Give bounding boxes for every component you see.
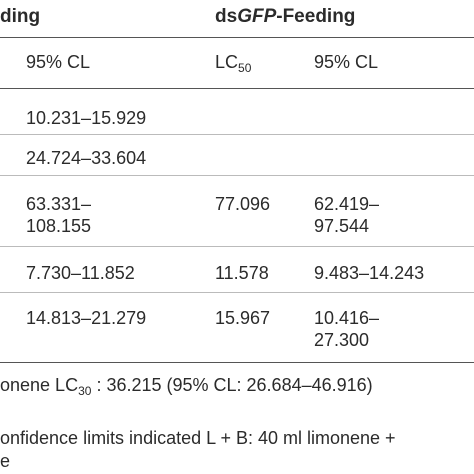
row-rule-1 [0, 134, 474, 135]
dsgfp-suffix: -Feeding [276, 6, 356, 27]
ci-header-2: 95% CL [314, 52, 379, 72]
table-row-3-ci2-line2: 97.544 [314, 216, 370, 236]
group-header-left: ding [0, 6, 40, 28]
table-row-2-ci1: 24.724–33.604 [26, 148, 147, 168]
table-row-4-ci1: 7.730–11.852 [26, 263, 135, 283]
lc50-header-base: LC [215, 52, 239, 72]
table-row-1-ci1: 10.231–15.929 [26, 108, 147, 128]
footnote-continuation: e [0, 451, 11, 471]
dsgfp-gene: GFP [237, 6, 277, 27]
footnote-lc30-suffix: : 36.215 (95% CL: 26.684–46.916) [91, 375, 373, 395]
lc50-header-sub: 50 [238, 61, 252, 75]
table-row-5-lc50: 15.967 [215, 308, 271, 328]
table-row-5-ci2-line1: 10.416– [314, 308, 380, 328]
table-row-3-ci2-line1: 62.419– [314, 194, 380, 214]
table-row-3-ci1-line1: 63.331– [26, 194, 92, 214]
subheader-rule [0, 88, 474, 89]
table-bottom-rule [0, 362, 474, 363]
table-row-3-ci1-line2: 108.155 [26, 216, 92, 236]
group-header-left-text: ding [0, 6, 41, 27]
group-header-dsgfp: dsGFP-Feeding [215, 6, 355, 28]
footnote-lc30-prefix: onene LC [0, 375, 79, 395]
ci-header-1: 95% CL [26, 52, 91, 72]
table-row-5-ci2-line2: 27.300 [314, 330, 370, 350]
table-row-3-lc50: 77.096 [215, 194, 271, 214]
header-rule [0, 37, 474, 38]
row-rule-2 [0, 175, 474, 176]
footnote-lc30-sub: 30 [78, 384, 92, 398]
row-rule-4 [0, 292, 474, 293]
table-row-4-lc50: 11.578 [215, 263, 269, 283]
table-row-5-ci1: 14.813–21.279 [26, 308, 147, 328]
table-row-4-ci2: 9.483–14.243 [314, 263, 425, 283]
dsgfp-prefix: ds [215, 6, 238, 27]
footnote-confidence: onfidence limits indicated L + B: 40 ml … [0, 428, 396, 448]
lc50-header: LC50 [215, 51, 252, 75]
row-rule-3 [0, 246, 474, 247]
footnote-lc30: onene LC30 : 36.215 (95% CL: 26.684–46.9… [0, 374, 373, 398]
